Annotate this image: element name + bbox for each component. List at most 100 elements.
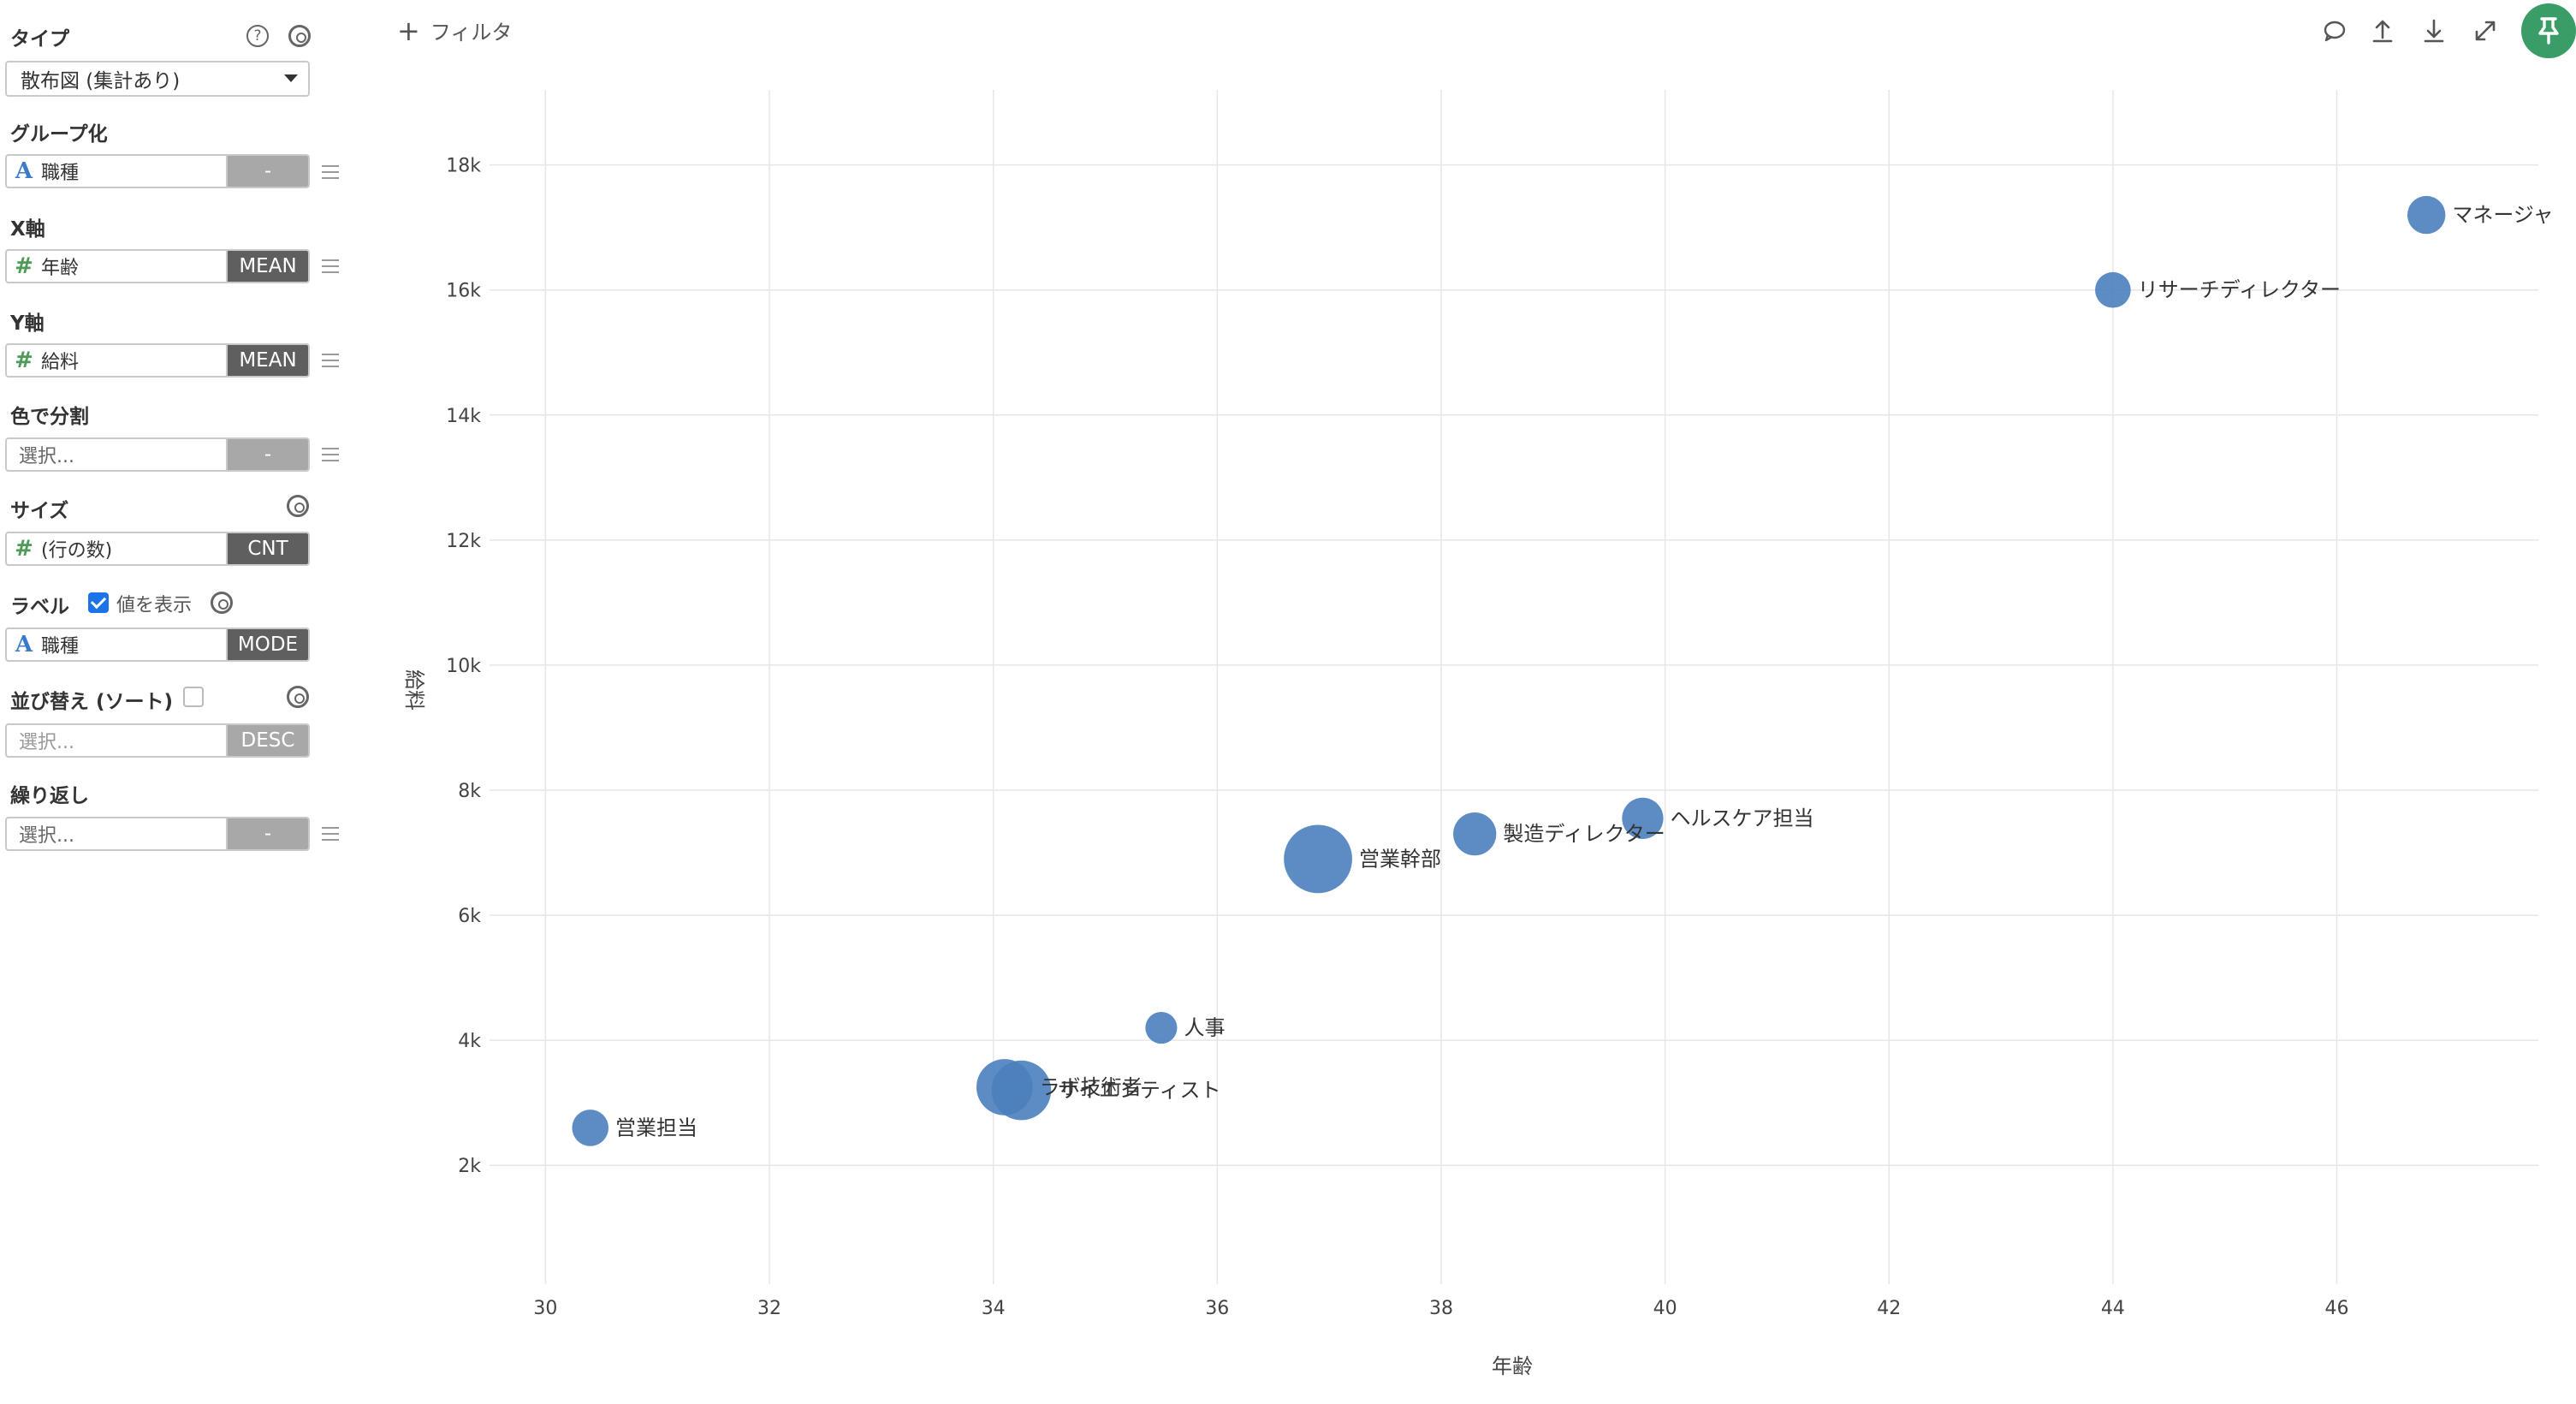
- data-label: ラボ技術者: [1040, 1075, 1143, 1099]
- data-point: [2095, 271, 2131, 308]
- data-point: [1145, 1011, 1178, 1044]
- chart-type-select[interactable]: 散布図 (集計あり): [5, 61, 310, 97]
- data-label: 営業幹部: [1359, 847, 1441, 871]
- chart-type-value: 散布図 (集計あり): [21, 70, 181, 92]
- pin-icon: [2538, 17, 2559, 45]
- y-tick-label: 6k: [458, 906, 481, 927]
- download-icon[interactable]: [2420, 17, 2448, 45]
- config-panel: タイプ ? 散布図 (集計あり) グループ化 A 職種 - X軸 # 年齢 ME…: [0, 0, 359, 1404]
- label-field-name: 職種: [41, 636, 80, 657]
- pin-button[interactable]: [2521, 3, 2576, 58]
- color-drag-handle-icon[interactable]: [322, 448, 339, 461]
- size-label: サイズ: [10, 500, 69, 522]
- data-points: [572, 195, 2446, 1146]
- y-axis-agg-button[interactable]: MEAN: [226, 345, 308, 376]
- x-tick-label: 46: [2325, 1298, 2349, 1319]
- show-values-text: 値を表示: [116, 595, 193, 616]
- data-point: [976, 1059, 1033, 1115]
- group-label: グループ化: [10, 123, 108, 146]
- x-axis-ticks: 30 32 34 36 38 40 42 44 46: [533, 1298, 2348, 1319]
- size-field[interactable]: # (行の数) CNT: [5, 532, 310, 566]
- number-type-icon: #: [15, 536, 33, 562]
- y-axis-field[interactable]: # 給料 MEAN: [5, 343, 310, 378]
- label-settings-gear-icon[interactable]: [211, 592, 233, 614]
- data-point: [1453, 812, 1497, 856]
- sort-field-placeholder: 選択...: [19, 732, 74, 753]
- data-point: [2407, 195, 2446, 235]
- expand-icon[interactable]: [2472, 17, 2499, 45]
- size-field-name: (行の数): [41, 540, 113, 562]
- y-axis-label: Y軸: [10, 312, 45, 335]
- x-axis-drag-handle-icon[interactable]: [322, 259, 339, 273]
- repeat-label: 繰り返し: [10, 785, 89, 807]
- plus-icon: +: [397, 14, 420, 47]
- x-tick-label: 42: [1877, 1298, 1901, 1319]
- label-agg-button[interactable]: MODE: [226, 629, 308, 660]
- data-label: 人事: [1184, 1016, 1225, 1040]
- number-type-icon: #: [15, 348, 33, 373]
- y-tick-label: 16k: [446, 281, 481, 302]
- y-axis-drag-handle-icon[interactable]: [322, 354, 339, 367]
- group-field-name: 職種: [41, 163, 80, 184]
- data-label: サイエンティスト: [1058, 1079, 1220, 1103]
- type-settings-gear-icon[interactable]: [288, 25, 311, 47]
- y-tick-label: 18k: [446, 156, 481, 177]
- x-axis-field[interactable]: # 年齢 MEAN: [5, 249, 310, 283]
- repeat-field[interactable]: 選択... -: [5, 817, 310, 851]
- data-point: [1622, 797, 1664, 840]
- x-axis-title: 年齢: [1492, 1354, 1533, 1378]
- sort-field[interactable]: 選択... DESC: [5, 723, 310, 758]
- x-tick-label: 40: [1653, 1298, 1677, 1319]
- label-section-label: ラベル: [10, 596, 69, 618]
- filter-label: フィルタ: [430, 21, 513, 45]
- string-type-icon: A: [15, 632, 33, 657]
- string-type-icon: A: [15, 158, 33, 184]
- group-drag-handle-icon[interactable]: [322, 165, 339, 179]
- y-tick-label: 8k: [458, 781, 481, 802]
- color-label: 色で分割: [10, 406, 89, 428]
- help-icon[interactable]: ?: [246, 25, 269, 47]
- repeat-drag-handle-icon[interactable]: [322, 827, 339, 841]
- show-values-checkbox[interactable]: [88, 592, 109, 613]
- y-tick-label: 2k: [458, 1156, 481, 1177]
- sort-label: 並び替え (ソート): [10, 691, 174, 713]
- x-tick-label: 30: [533, 1298, 557, 1319]
- data-label: ヘルスケア担当: [1671, 806, 1814, 830]
- color-field[interactable]: 選択... -: [5, 437, 310, 472]
- x-axis-field-name: 年齢: [41, 258, 80, 279]
- sort-checkbox[interactable]: [183, 687, 204, 707]
- data-label: マネージャ: [2452, 203, 2553, 227]
- y-tick-label: 10k: [446, 656, 481, 677]
- repeat-field-placeholder: 選択...: [19, 825, 74, 847]
- x-tick-label: 38: [1429, 1298, 1453, 1319]
- x-tick-label: 36: [1205, 1298, 1229, 1319]
- group-agg-button[interactable]: -: [226, 156, 308, 187]
- size-settings-gear-icon[interactable]: [287, 495, 309, 517]
- x-tick-label: 34: [982, 1298, 1006, 1319]
- color-agg-button[interactable]: -: [226, 439, 308, 470]
- y-tick-label: 12k: [446, 531, 481, 552]
- data-label: 営業担当: [615, 1115, 697, 1139]
- y-axis-ticks: 2k 4k 6k 8k 10k 12k 14k 16k 18k: [446, 156, 481, 1178]
- data-point: [572, 1110, 609, 1146]
- comment-icon[interactable]: [2321, 17, 2348, 45]
- y-tick-label: 14k: [446, 406, 481, 427]
- y-axis-field-name: 給料: [41, 352, 80, 373]
- y-tick-label: 4k: [458, 1031, 481, 1052]
- group-field[interactable]: A 職種 -: [5, 154, 310, 188]
- sort-agg-button[interactable]: DESC: [226, 725, 308, 756]
- x-tick-label: 44: [2101, 1298, 2125, 1319]
- data-point: [1284, 824, 1352, 894]
- x-axis-label: X軸: [10, 218, 45, 241]
- x-tick-label: 32: [757, 1298, 781, 1319]
- repeat-agg-button[interactable]: -: [226, 818, 308, 849]
- sort-settings-gear-icon[interactable]: [287, 686, 309, 708]
- upload-icon[interactable]: [2369, 17, 2396, 45]
- size-agg-button[interactable]: CNT: [226, 533, 308, 564]
- y-axis-title: 給料: [402, 669, 426, 711]
- add-filter-button[interactable]: + フィルタ: [397, 15, 512, 45]
- x-axis-agg-button[interactable]: MEAN: [226, 251, 308, 282]
- label-field[interactable]: A 職種 MODE: [5, 628, 310, 662]
